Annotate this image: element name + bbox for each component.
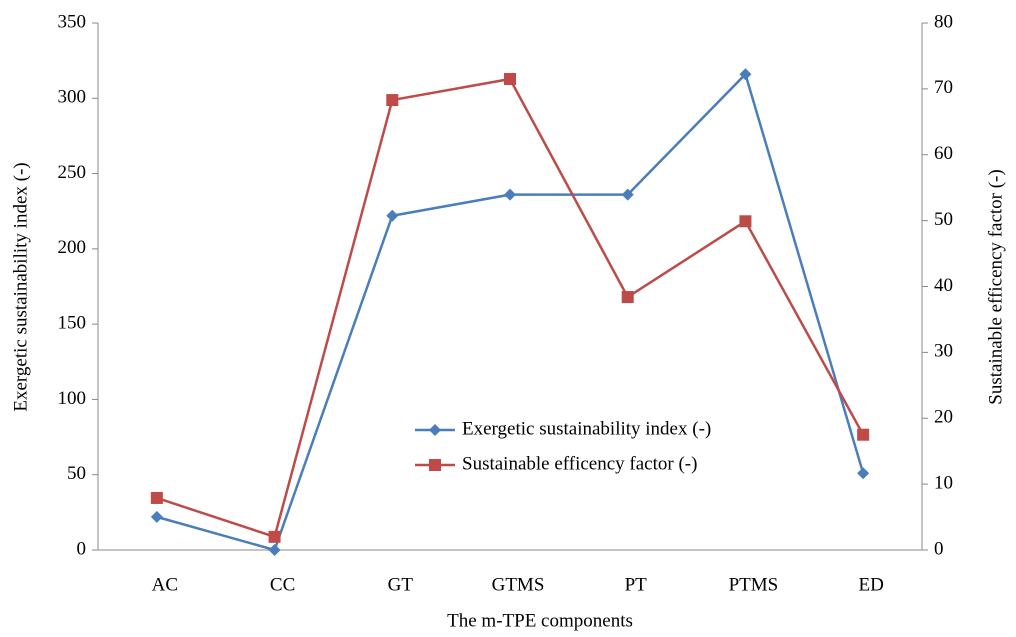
y2-tick-label: 30 (934, 341, 953, 362)
point (386, 94, 399, 107)
x-tick-label: AC (152, 574, 178, 595)
x-tick-label: PT (625, 574, 648, 595)
x-tick-label: PTMS (729, 574, 779, 595)
point (621, 188, 634, 201)
x-axis-title: The m-TPE components (447, 610, 633, 631)
y-tick-label: 350 (58, 11, 87, 32)
legend-label: Exergetic sustainability index (-) (462, 418, 711, 439)
point (857, 467, 870, 480)
legend-marker (429, 459, 441, 471)
point (150, 491, 163, 504)
x-tick-label: ED (858, 574, 883, 595)
point (739, 68, 752, 81)
y2-tick-label: 80 (934, 11, 953, 32)
point (857, 428, 870, 441)
y-tick-label: 0 (77, 538, 87, 559)
y-tick-label: 50 (67, 463, 86, 484)
y2-tick-label: 70 (934, 77, 953, 98)
y2-tick-label: 0 (934, 538, 944, 559)
y-axis-title: Exergetic sustainability index (-) (10, 162, 31, 411)
y2-tick-label: 10 (934, 472, 953, 493)
y-tick-label: 100 (58, 388, 87, 409)
y-tick-label: 150 (58, 313, 87, 334)
point (504, 188, 516, 201)
point (739, 215, 752, 228)
point (150, 510, 163, 523)
x-tick-label: GT (388, 574, 414, 595)
legend-marker (429, 424, 441, 436)
y-tick-label: 300 (58, 87, 87, 108)
y-tick-label: 250 (58, 162, 87, 183)
y2-tick-label: 60 (934, 143, 953, 164)
y2-tick-label: 50 (934, 209, 953, 230)
point (504, 72, 516, 85)
y2-axis-title: Sustainable efficency factor (-) (985, 169, 1006, 404)
x-tick-label: CC (270, 574, 295, 595)
y2-tick-label: 40 (934, 275, 953, 296)
y2-tick-label: 20 (934, 407, 953, 428)
point (621, 291, 634, 304)
point (386, 209, 399, 222)
legend-label: Sustainable efficency factor (-) (462, 453, 697, 474)
point (268, 544, 281, 556)
series-line (156, 71, 865, 552)
point (268, 530, 281, 543)
x-tick-label: GTMS (492, 574, 545, 595)
y-tick-label: 200 (58, 237, 87, 258)
